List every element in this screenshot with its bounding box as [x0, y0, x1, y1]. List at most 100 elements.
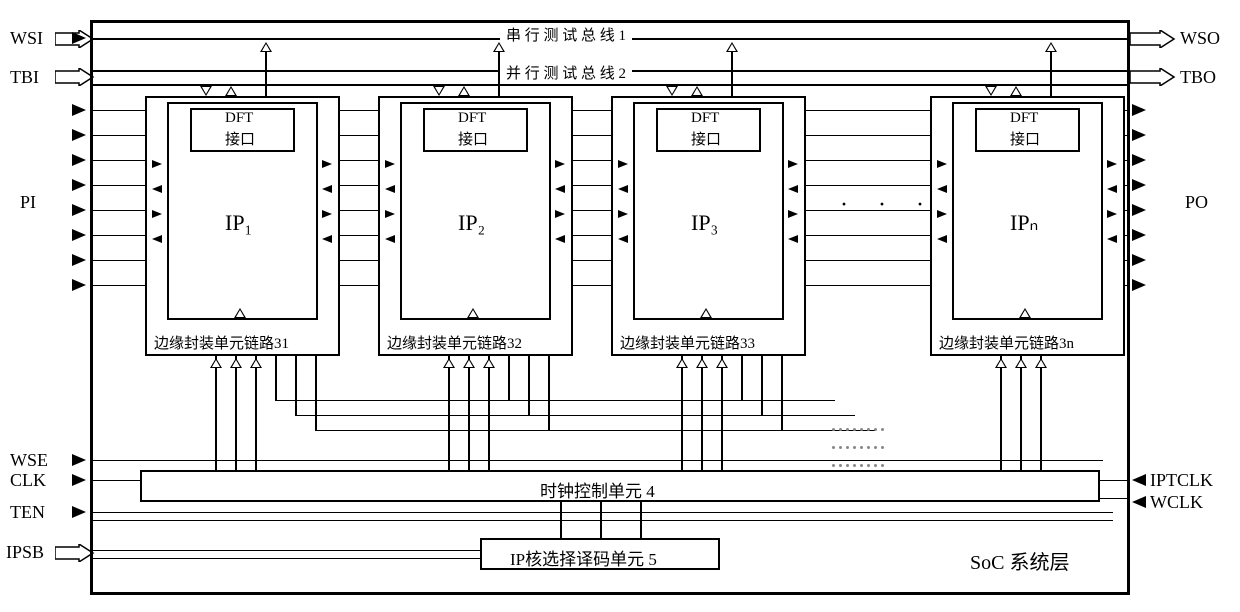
port-po: PO — [1185, 192, 1208, 213]
clk-riser — [681, 356, 683, 470]
arrow-wclk — [1132, 496, 1146, 508]
decode-riser — [600, 502, 602, 538]
pi-arrow — [72, 104, 86, 116]
port-wsi: WSI — [10, 28, 43, 49]
pi-arrow — [72, 229, 86, 241]
clk-riser — [1000, 356, 1002, 470]
arrow-ipsb — [55, 544, 95, 567]
ip2-dft-bot: 接口 — [458, 128, 488, 149]
port-pi: PI — [20, 192, 36, 213]
ip3-bus1-up — [726, 42, 738, 52]
port-iptclk: IPTCLK — [1150, 470, 1213, 491]
ipsb-line2 — [93, 558, 480, 559]
ipsb-line — [93, 550, 480, 551]
clk-riser — [215, 356, 217, 470]
po-arrow — [1132, 204, 1146, 216]
clk-riser — [255, 356, 257, 470]
clk-riser — [721, 356, 723, 470]
decode-unit-label: IP核选择译码单元 5 — [510, 545, 657, 570]
ip2-wrap-label: 边缘封装单元链路32 — [387, 332, 522, 353]
ip2-dft-top: DFT — [458, 110, 486, 127]
arrow-wso — [1130, 30, 1176, 53]
ip2-bot-up — [467, 308, 479, 318]
routing-dots — [830, 420, 890, 450]
ipn-wrap-label: 边缘封装单元链路3n — [939, 332, 1074, 353]
bus2-label: 并 行 测 试 总 线 2 — [500, 62, 632, 83]
ip1-bus1-up — [260, 42, 272, 52]
ip2-bus2-dn — [433, 86, 445, 96]
port-wclk: WCLK — [1150, 492, 1203, 513]
ipn-bus2-dn — [985, 86, 997, 96]
ip3-bot-up — [700, 308, 712, 318]
clk-riser — [1040, 356, 1042, 470]
ip3-dft-top: DFT — [691, 110, 719, 127]
clk-riser — [468, 356, 470, 470]
port-wse: WSE — [10, 450, 48, 471]
ipn-dft-bot: 接口 — [1010, 128, 1040, 149]
port-clk: CLK — [10, 470, 46, 491]
ipn-bot-up — [1019, 308, 1031, 318]
po-arrow — [1132, 179, 1146, 191]
pi-arrow — [72, 154, 86, 166]
arrow-tbo — [1130, 68, 1176, 91]
ellipsis-dots: · · · — [840, 192, 936, 219]
arrow-ten — [72, 506, 86, 518]
pi-arrow — [72, 254, 86, 266]
po-arrow — [1132, 279, 1146, 291]
ip3-wrap-label: 边缘封装单元链路33 — [620, 332, 755, 353]
po-arrow — [1132, 104, 1146, 116]
ip2-bus2-up — [458, 86, 470, 96]
ipn-bus2-up — [1010, 86, 1022, 96]
pi-arrow — [72, 204, 86, 216]
clk-riser — [235, 356, 237, 470]
ip3-dft-bot: 接口 — [691, 128, 721, 149]
ip1-wrap-label: 边缘封装单元链路31 — [154, 332, 289, 353]
ip2-bus1-up — [493, 42, 505, 52]
ipn-bus1-up — [1045, 42, 1057, 52]
arrow-iptclk — [1132, 474, 1146, 486]
po-arrow — [1132, 129, 1146, 141]
port-ten: TEN — [10, 502, 45, 523]
decode-riser — [560, 502, 562, 538]
clk-riser — [448, 356, 450, 470]
clock-unit-label: 时钟控制单元 4 — [540, 477, 655, 502]
bus1-label: 串 行 测 试 总 线 1 — [500, 24, 632, 45]
ip1-bot-up — [234, 308, 246, 318]
ip1-dft-top: DFT — [225, 110, 253, 127]
ip3-bus2-dn — [666, 86, 678, 96]
soc-label: SoC 系统层 — [970, 546, 1069, 575]
ip1-dft-bot: 接口 — [225, 128, 255, 149]
arrow-tbi — [55, 68, 95, 91]
wse-line — [93, 460, 1103, 461]
ip2-label: IP₂ — [458, 210, 485, 236]
clk-riser — [1020, 356, 1022, 470]
ipn-dft-top: DFT — [1010, 110, 1038, 127]
clk-riser — [701, 356, 703, 470]
po-arrow — [1132, 229, 1146, 241]
ip1-label: IP₁ — [225, 210, 252, 236]
wclk-line — [1100, 498, 1130, 499]
arrow-wse — [72, 454, 86, 466]
pi-arrow — [72, 129, 86, 141]
decode-riser — [640, 502, 642, 538]
ipn-label: IPₙ — [1010, 210, 1038, 236]
ten-line2 — [93, 520, 1113, 521]
clk-riser — [488, 356, 490, 470]
ip1-bus2-up — [225, 86, 237, 96]
ip3-bus2-up — [691, 86, 703, 96]
ip1-bus2-dn — [200, 86, 212, 96]
bus2-line-bot — [93, 84, 1127, 86]
pi-arrow — [72, 179, 86, 191]
po-arrow — [1132, 154, 1146, 166]
po-arrow — [1132, 254, 1146, 266]
port-ipsb: IPSB — [6, 542, 44, 563]
arrow-clk — [72, 474, 86, 486]
clk-line — [93, 480, 140, 481]
ip3-label: IP₃ — [691, 210, 718, 236]
port-tbo: TBO — [1180, 67, 1216, 88]
iptclk-line — [1100, 480, 1130, 481]
port-tbi: TBI — [10, 67, 39, 88]
ten-line — [93, 512, 1113, 513]
pi-arrow — [72, 279, 86, 291]
port-wso: WSO — [1180, 28, 1220, 49]
